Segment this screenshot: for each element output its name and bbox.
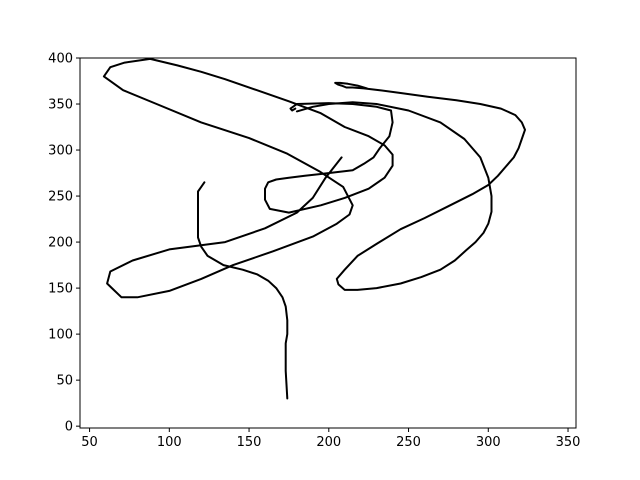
y-tick-label: 200 — [48, 236, 73, 251]
x-tick-label: 100 — [157, 435, 182, 450]
series-line-1 — [197, 181, 289, 400]
x-tick-label: 300 — [476, 435, 501, 450]
x-axis: 50 100 150 200 250 300 350 — [81, 428, 580, 450]
series-line-2 — [102, 57, 394, 299]
x-tick-label: 250 — [396, 435, 421, 450]
y-tick-label: 50 — [56, 374, 73, 389]
plot-lines — [102, 57, 526, 400]
y-tick-label: 100 — [48, 328, 73, 343]
x-tick-label: 50 — [81, 435, 98, 450]
y-tick-label: 400 — [48, 52, 73, 67]
y-axis: 0 50 100 150 200 250 300 350 400 — [48, 52, 80, 435]
plot-frame — [79, 57, 577, 429]
y-tick-label: 0 — [65, 420, 73, 435]
y-tick-label: 350 — [48, 98, 73, 113]
y-tick-label: 300 — [48, 144, 73, 159]
x-tick-label: 350 — [556, 435, 581, 450]
series-line-3 — [295, 81, 526, 291]
x-tick-label: 200 — [316, 435, 341, 450]
x-tick-label: 150 — [237, 435, 262, 450]
y-tick-label: 150 — [48, 282, 73, 297]
y-tick-label: 250 — [48, 190, 73, 205]
